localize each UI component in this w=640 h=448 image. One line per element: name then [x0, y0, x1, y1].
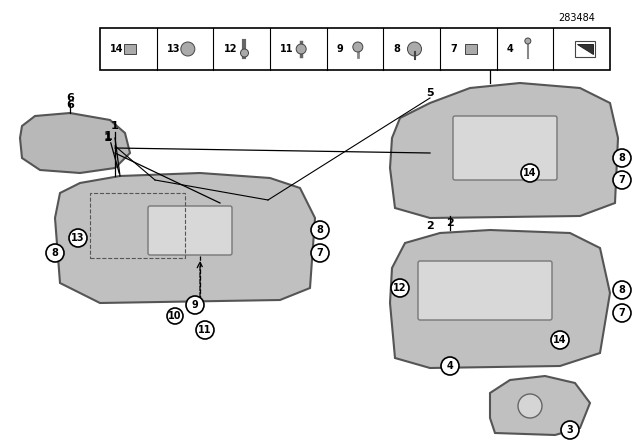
FancyBboxPatch shape — [148, 206, 232, 255]
Circle shape — [613, 171, 631, 189]
Text: 6: 6 — [66, 100, 74, 110]
Text: 1: 1 — [111, 121, 119, 131]
Text: 7: 7 — [619, 175, 625, 185]
Circle shape — [561, 421, 579, 439]
Text: 7: 7 — [619, 308, 625, 318]
Circle shape — [353, 42, 363, 52]
Circle shape — [296, 44, 306, 54]
Text: 1: 1 — [104, 129, 113, 142]
Text: 1: 1 — [104, 133, 112, 143]
Text: 8: 8 — [619, 153, 625, 163]
Text: 6: 6 — [66, 93, 74, 103]
Polygon shape — [577, 44, 593, 54]
Text: 11: 11 — [280, 44, 294, 54]
Circle shape — [311, 221, 329, 239]
Circle shape — [46, 244, 64, 262]
Polygon shape — [390, 230, 610, 368]
Text: 14: 14 — [553, 335, 567, 345]
Text: 7: 7 — [450, 44, 457, 54]
Text: 8: 8 — [394, 44, 401, 54]
Circle shape — [186, 296, 204, 314]
Circle shape — [441, 357, 459, 375]
Text: 5: 5 — [486, 61, 494, 71]
Circle shape — [521, 164, 539, 182]
Text: 283484: 283484 — [558, 13, 595, 23]
Circle shape — [196, 321, 214, 339]
Text: 2: 2 — [426, 221, 434, 231]
FancyBboxPatch shape — [100, 28, 610, 70]
Circle shape — [167, 308, 183, 324]
Text: 8: 8 — [52, 248, 58, 258]
Circle shape — [181, 42, 195, 56]
Polygon shape — [124, 44, 136, 54]
Text: 7: 7 — [317, 248, 323, 258]
Text: 12: 12 — [223, 44, 237, 54]
Circle shape — [525, 38, 531, 44]
Text: 4: 4 — [447, 361, 453, 371]
Text: 2: 2 — [446, 218, 454, 228]
Text: 8: 8 — [619, 285, 625, 295]
Text: 12: 12 — [393, 283, 407, 293]
Circle shape — [613, 304, 631, 322]
Circle shape — [613, 149, 631, 167]
Text: 14: 14 — [524, 168, 537, 178]
Text: 8: 8 — [317, 225, 323, 235]
Text: 11: 11 — [198, 325, 212, 335]
FancyBboxPatch shape — [418, 261, 552, 320]
Polygon shape — [55, 173, 315, 303]
Text: 5: 5 — [426, 88, 434, 98]
Polygon shape — [490, 376, 590, 435]
Circle shape — [69, 229, 87, 247]
Circle shape — [518, 394, 542, 418]
Text: 9: 9 — [191, 300, 198, 310]
Circle shape — [613, 281, 631, 299]
Circle shape — [311, 244, 329, 262]
Polygon shape — [390, 83, 618, 218]
Text: 4: 4 — [507, 44, 514, 54]
Circle shape — [551, 331, 569, 349]
Circle shape — [408, 42, 422, 56]
FancyBboxPatch shape — [465, 44, 477, 54]
Text: 13: 13 — [167, 44, 180, 54]
Circle shape — [241, 49, 248, 57]
Circle shape — [391, 279, 409, 297]
Text: 10: 10 — [168, 311, 182, 321]
Text: 14: 14 — [110, 44, 124, 54]
Text: 9: 9 — [337, 44, 344, 54]
FancyBboxPatch shape — [453, 116, 557, 180]
Text: 3: 3 — [566, 425, 573, 435]
Text: 13: 13 — [71, 233, 84, 243]
Polygon shape — [20, 113, 130, 173]
